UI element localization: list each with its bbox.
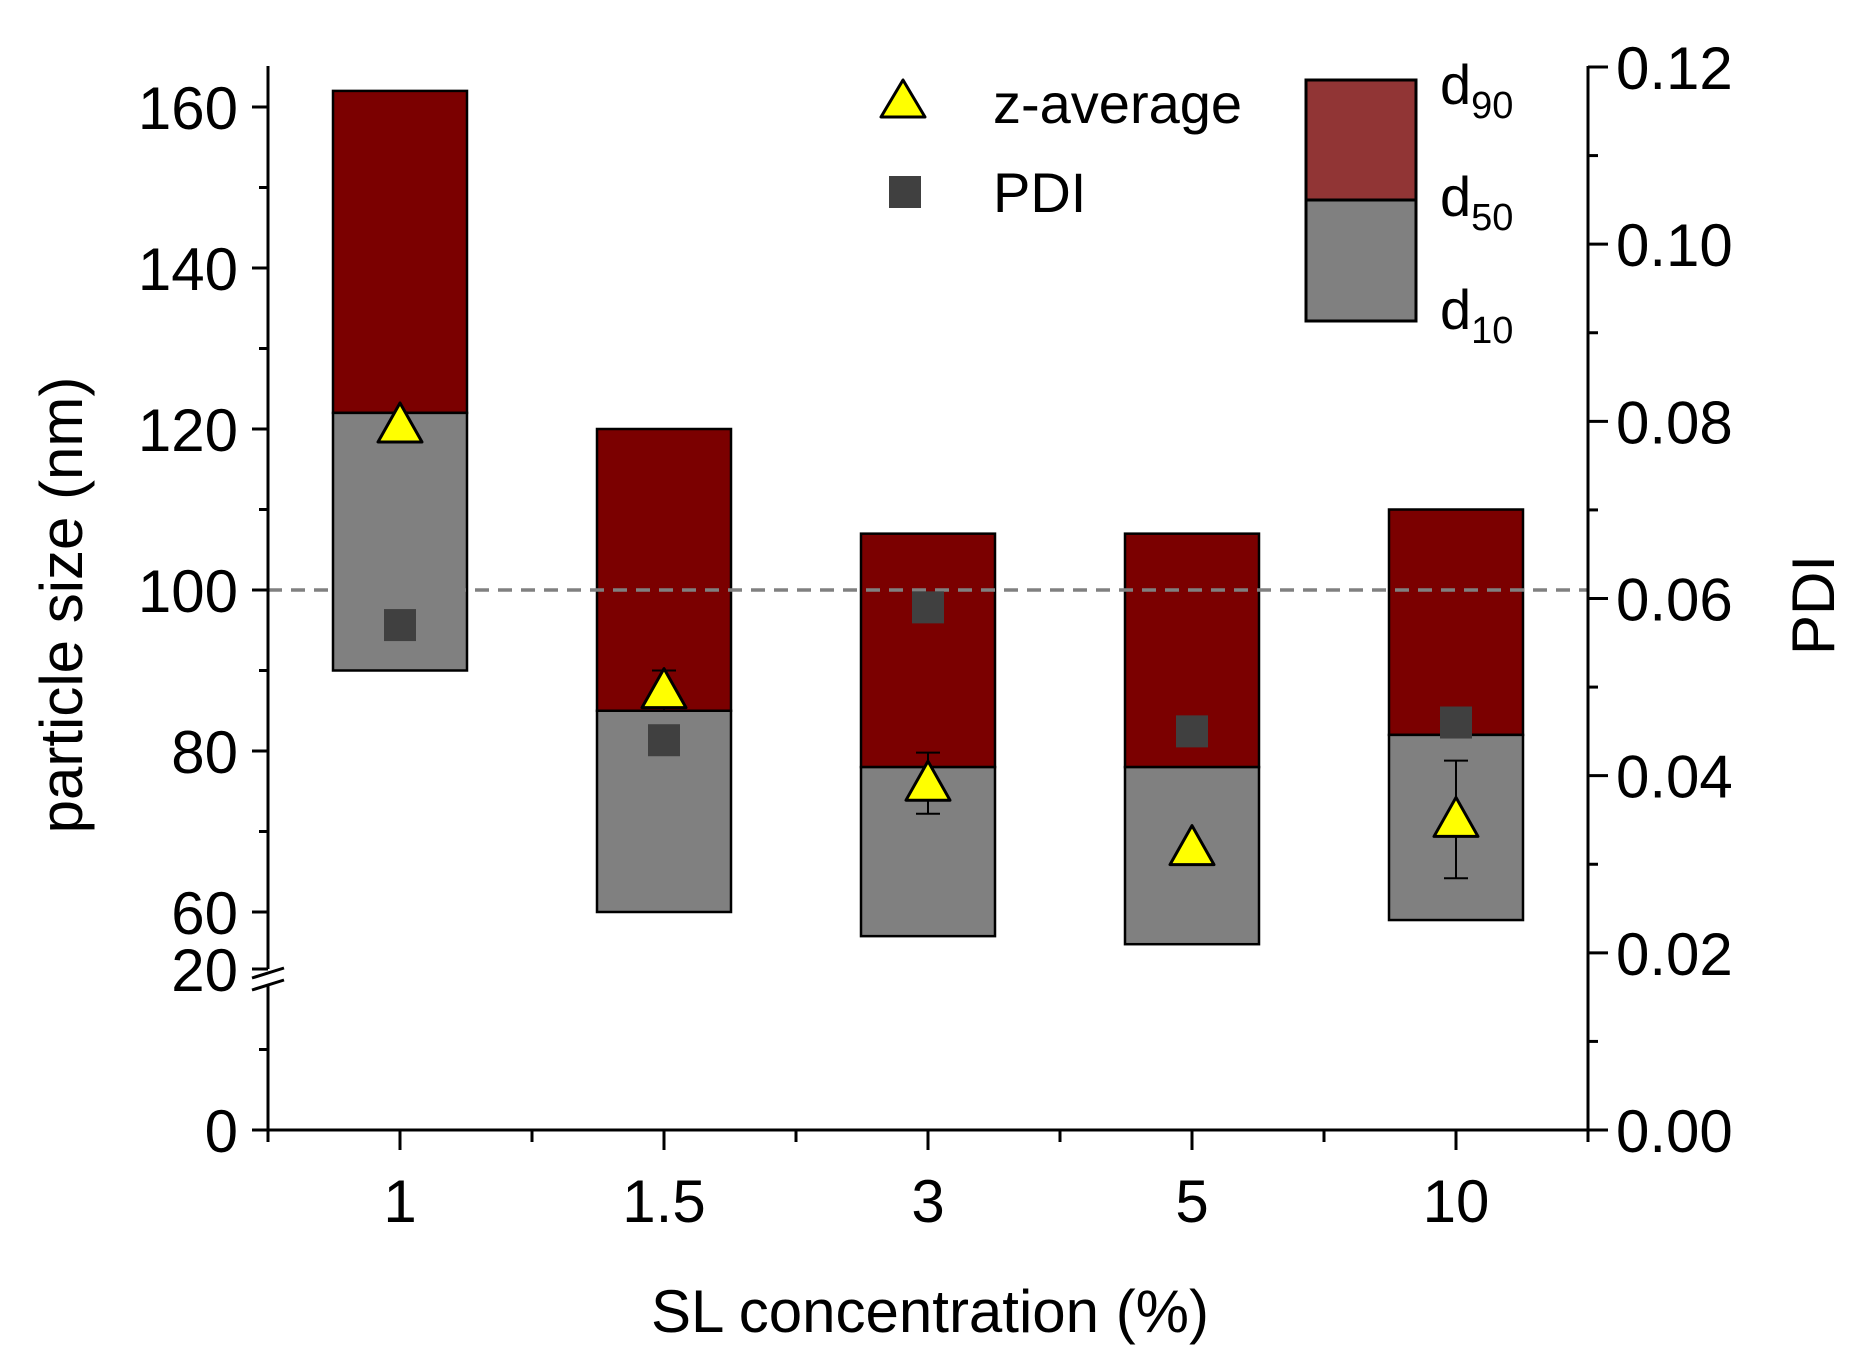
y-right-tick-label: 0.06 [1616,567,1733,634]
legend-d90-swatch [1304,78,1418,202]
legend-d50-label: d50 [1440,165,1513,239]
pdi-marker [1440,706,1472,739]
y-left-tick-label: 140 [138,236,238,303]
y-left-tick-label: 60 [171,880,238,947]
legend-pdi-marker [889,176,921,208]
legend: z-average PDI d90 d50 d10 [879,53,1513,352]
bar-d50-d90 [1387,508,1525,737]
z-average-marker [640,667,688,710]
x-axis-title: SL concentration (%) [651,1278,1209,1345]
y-left-tick-label: 100 [138,558,238,625]
bar-d10-d50 [1123,765,1261,946]
z-average-marker [904,759,952,802]
markers-layer [376,401,1480,880]
y-left-tick-label: 20 [171,937,238,1004]
y-left-tick-label: 0 [205,1098,238,1165]
legend-pdi-label: PDI [993,161,1086,224]
legend-d50-swatch [1304,198,1418,323]
y-right-tick-label: 0.08 [1616,389,1733,456]
y-right-tick-label: 0.10 [1616,212,1733,279]
y-axis-title-left: particle size (nm) [28,377,95,834]
pdi-marker [648,724,680,757]
y-axis-title-right: PDI [1780,555,1847,655]
y-left-tick-label: 160 [138,75,238,142]
legend-d10-label: d10 [1440,278,1513,352]
bar-d50-d90 [859,532,997,769]
pdi-marker [912,591,944,624]
y-left-tick-label: 120 [138,397,238,464]
z-average-marker [1432,795,1480,838]
y-left-tick-label: 80 [171,719,238,786]
y-right-tick-label: 0.12 [1616,35,1733,102]
y-right-tick-label: 0.02 [1616,921,1733,988]
z-average-marker [376,401,424,444]
legend-z-average-label: z-average [993,72,1242,135]
y-right-tick-label: 0.00 [1616,1098,1733,1165]
z-average-marker [1168,824,1216,867]
x-tick-label: 5 [1175,1168,1208,1235]
x-tick-label: 1 [383,1168,416,1235]
bar-d50-d90 [595,427,733,712]
x-tick-label: 10 [1423,1168,1490,1235]
legend-d90-label: d90 [1440,53,1513,127]
bar-d50-d90 [331,89,469,415]
x-tick-label: 1.5 [622,1168,705,1235]
y-right-tick-label: 0.04 [1616,744,1733,811]
axis-break-marker [251,966,285,992]
legend-z-average-marker [879,78,927,119]
pdi-marker [384,609,416,642]
pdi-marker [1176,715,1208,748]
x-tick-label: 3 [911,1168,944,1235]
